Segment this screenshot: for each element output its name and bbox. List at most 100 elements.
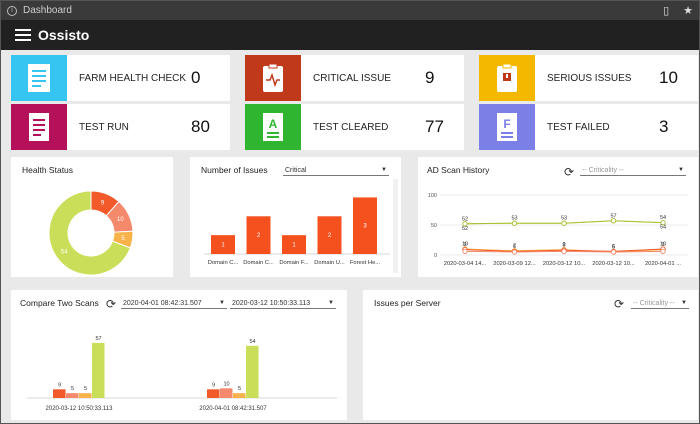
- dropdown-value: Critical: [285, 167, 307, 174]
- grade-a-icon: A: [263, 113, 283, 141]
- point-label: 9: [562, 242, 565, 248]
- bar-value-label: 5: [71, 386, 74, 392]
- point-label: 53: [561, 216, 567, 222]
- bar-value-label: 1: [292, 243, 296, 249]
- panel-title: Number of Issues: [201, 165, 268, 175]
- stat-value: 10: [659, 68, 678, 87]
- svg-text:A: A: [269, 117, 278, 131]
- chevron-down-icon: ▼: [381, 167, 387, 173]
- panel-title: AD Scan History: [427, 165, 490, 175]
- scrollbar[interactable]: [393, 179, 398, 273]
- grade-f-icon: F: [497, 113, 517, 141]
- window-titlebar: i Dashboard ▯ ★: [1, 1, 699, 20]
- ad-scan-history-panel: AD Scan History ⟳ -- Criticality -- ▼ 0 50…: [418, 157, 698, 277]
- compare-bar-chart: 9 5 5 57 2020-03-12 10:50:33.113 9 10 5 54 2020-0…: [27, 336, 337, 412]
- dropdown-value: -- Criticality --: [582, 167, 624, 174]
- issue-criticality-dropdown[interactable]: Critical ▼: [283, 166, 389, 176]
- stat-card-test-cleared[interactable]: A TEST CLEARED 77: [245, 104, 464, 150]
- compare-bar: [233, 393, 246, 398]
- stat-icon-bg: [479, 55, 535, 101]
- health-status-panel: Health Status 9 10 5 54: [11, 157, 173, 277]
- bar-value-label: 1: [221, 243, 225, 249]
- series-point: [462, 221, 468, 227]
- compare-bar: [66, 393, 79, 398]
- refresh-icon[interactable]: ⟳: [106, 297, 117, 311]
- stat-icon-bg: [11, 55, 67, 101]
- issue-bar: [211, 235, 235, 254]
- dropdown-value: 2020-03-12 10:50:33.113: [232, 300, 311, 307]
- point-label: 54: [660, 215, 666, 221]
- stat-card-farm-health-check[interactable]: FARM HEALTH CHECK 0: [11, 55, 230, 101]
- window-title: Dashboard: [23, 5, 72, 16]
- slice-label: 9: [101, 201, 105, 207]
- stat-icon-bg: F: [479, 104, 535, 150]
- group-label: 2020-04-01 08:42:31.507: [199, 406, 267, 412]
- stat-value: 9: [425, 68, 435, 87]
- chevron-down-icon: ▼: [678, 167, 684, 173]
- clipboard-alert-icon: [497, 63, 517, 92]
- chevron-down-icon: ▼: [219, 300, 225, 306]
- report-icon: [29, 113, 49, 141]
- category-tick-label: Domain C...: [243, 260, 274, 266]
- x-tick-label: 2020-04-01 ...: [645, 261, 681, 267]
- clipboard-pulse-icon: [263, 63, 283, 92]
- slice-label: 10: [117, 217, 124, 223]
- series-point: [511, 249, 518, 255]
- category-tick-label: Forest He...: [350, 260, 381, 266]
- panel-title: Issues per Server: [374, 298, 441, 308]
- refresh-icon[interactable]: ⟳: [614, 297, 625, 311]
- point-label: 7: [513, 243, 516, 249]
- point-label: 6: [513, 244, 516, 250]
- category-tick-label: Domain F...: [279, 260, 309, 266]
- bar-value-label: 2: [328, 233, 332, 239]
- stat-card-critical-issue[interactable]: CRITICAL ISSUE 9: [245, 55, 464, 101]
- point-label: 52: [462, 216, 468, 222]
- bar-value-label: 2: [257, 233, 261, 239]
- app-header: Ossisto: [1, 20, 699, 50]
- slice-label: 54: [61, 249, 68, 255]
- compare-bar: [207, 389, 220, 398]
- document-icon: [28, 64, 50, 92]
- issue-bar: [282, 235, 306, 254]
- stat-label: TEST RUN: [79, 121, 129, 133]
- bar-value-label: 54: [249, 339, 255, 345]
- series-point: [561, 248, 567, 255]
- scan-criticality-dropdown[interactable]: -- Criticality -- ▼: [580, 166, 686, 176]
- refresh-icon[interactable]: ⟳: [564, 165, 575, 179]
- stat-card-test-failed[interactable]: F TEST FAILED 3: [479, 104, 698, 150]
- issue-bar: [317, 216, 342, 254]
- stat-icon-bg: A: [245, 104, 301, 150]
- stat-label: FARM HEALTH CHECK: [79, 72, 187, 84]
- scan-date-1-dropdown[interactable]: 2020-04-01 08:42:31.507 ▼: [121, 299, 227, 309]
- point-label: 10: [462, 242, 468, 248]
- stat-value: 0: [191, 68, 201, 87]
- point-label: 8: [562, 243, 565, 249]
- x-tick-label: 2020-03-12 10...: [543, 261, 586, 267]
- stat-card-serious-issues[interactable]: SERIOUS ISSUES 10: [479, 55, 698, 101]
- bar-value-label: 5: [84, 386, 87, 392]
- bar-value-label: 10: [223, 381, 229, 387]
- scan-date-2-dropdown[interactable]: 2020-03-12 10:50:33.113 ▼: [230, 299, 336, 309]
- y-tick-label: 100: [428, 193, 437, 199]
- category-tick-label: Domain C...: [208, 260, 239, 266]
- issues-per-server-panel: Issues per Server ⟳ -- Criticality -- ▼: [363, 290, 698, 420]
- stat-value: 77: [425, 117, 444, 136]
- chevron-down-icon: ▼: [681, 300, 687, 306]
- stat-label: TEST CLEARED: [313, 121, 389, 133]
- reader-icon[interactable]: ▯: [663, 5, 670, 17]
- stat-card-test-run[interactable]: TEST RUN 80: [11, 104, 230, 150]
- health-donut-chart: 9 10 5 54: [48, 190, 134, 276]
- point-label: 54: [660, 225, 666, 231]
- y-tick-label: 0: [434, 253, 437, 259]
- menu-icon[interactable]: [15, 29, 31, 41]
- info-icon: i: [7, 5, 17, 16]
- panel-title: Health Status: [22, 165, 74, 175]
- point-label: 53: [511, 216, 517, 222]
- server-criticality-dropdown[interactable]: -- Criticality -- ▼: [631, 299, 689, 309]
- x-tick-label: 2020-03-12 10...: [592, 261, 635, 267]
- series-point: [561, 220, 567, 226]
- favorite-star-icon[interactable]: ★: [683, 5, 693, 17]
- number-of-issues-panel: Number of Issues Critical ▼ 1 Domain C... 2…: [190, 157, 401, 277]
- series-point: [610, 249, 617, 255]
- svg-text:F: F: [503, 117, 510, 131]
